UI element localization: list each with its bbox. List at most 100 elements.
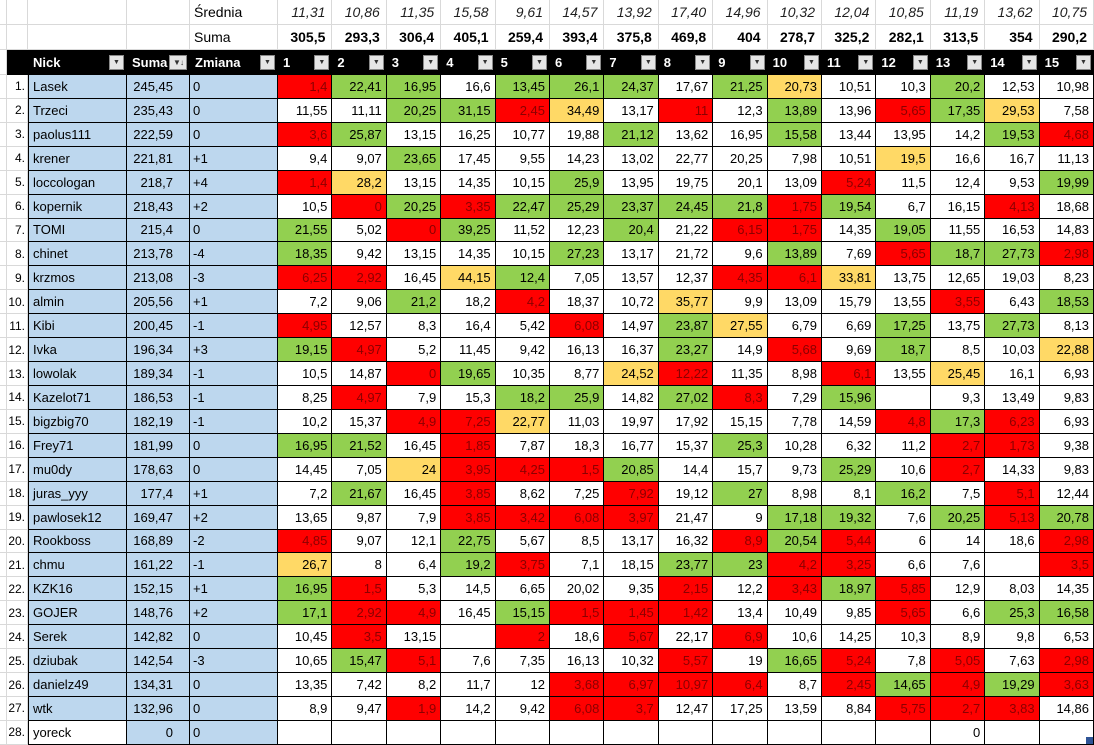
score-cell[interactable]: 16,6 — [930, 146, 986, 171]
zmiana-cell[interactable]: +2 — [190, 505, 278, 530]
score-cell[interactable]: 11,55 — [278, 98, 333, 123]
score-cell[interactable]: 16,45 — [386, 266, 442, 291]
score-cell[interactable]: 7,6 — [930, 553, 986, 578]
score-cell[interactable]: 3,6 — [278, 122, 333, 147]
score-cell[interactable]: 21,8 — [713, 194, 768, 219]
score-cell[interactable]: 8,84 — [822, 696, 877, 721]
column-header-round-9[interactable]: 9 ▼ — [713, 50, 768, 75]
score-cell[interactable]: 5,44 — [822, 529, 877, 554]
suma-cell[interactable]: 213,08 — [127, 266, 190, 291]
score-cell[interactable]: 24,52 — [604, 362, 659, 386]
score-cell[interactable]: 2,45 — [495, 98, 550, 123]
score-cell[interactable]: 7,25 — [441, 409, 496, 434]
suma-cell[interactable]: 178,63 — [127, 457, 190, 482]
rank-cell[interactable]: 8. — [7, 242, 28, 267]
score-cell[interactable]: 4,8 — [876, 409, 931, 434]
zmiana-cell[interactable]: 0 — [190, 625, 278, 650]
score-cell[interactable]: 8,23 — [1039, 266, 1094, 291]
score-cell[interactable]: 11,11 — [332, 98, 387, 123]
rank-cell[interactable]: 21. — [7, 553, 28, 578]
score-cell[interactable]: 5,13 — [985, 505, 1040, 530]
score-cell[interactable] — [278, 720, 333, 745]
score-cell[interactable]: 19,03 — [985, 266, 1040, 291]
rank-cell[interactable]: 12. — [7, 338, 28, 363]
suma-cell[interactable]: 196,34 — [127, 338, 190, 363]
score-cell[interactable]: 8,62 — [495, 481, 550, 506]
score-cell[interactable]: 9,6 — [713, 242, 768, 267]
nick-cell[interactable]: Rookboss — [28, 529, 127, 554]
score-cell[interactable]: 7,9 — [386, 385, 442, 410]
score-cell[interactable]: 16,32 — [658, 529, 714, 554]
sum-value[interactable]: 404 — [713, 25, 768, 50]
score-cell[interactable] — [985, 553, 1040, 578]
zmiana-cell[interactable]: -1 — [190, 362, 278, 386]
score-cell[interactable]: 25,87 — [332, 122, 387, 147]
average-value[interactable]: 11,35 — [386, 0, 442, 25]
score-cell[interactable]: 6,79 — [767, 314, 822, 339]
score-cell[interactable]: 14,5 — [441, 577, 496, 602]
zmiana-cell[interactable]: 0 — [190, 433, 278, 458]
suma-cell[interactable]: 218,7 — [127, 170, 190, 195]
score-cell[interactable]: 25,29 — [550, 194, 605, 219]
column-header-round-2[interactable]: 2 ▼ — [332, 50, 387, 75]
sum-value[interactable]: 405,1 — [441, 25, 496, 50]
score-cell[interactable]: 20,4 — [604, 218, 659, 243]
filter-button[interactable]: ▼ — [640, 55, 656, 70]
score-cell[interactable]: 16,1 — [985, 362, 1040, 386]
score-cell[interactable]: 13,45 — [495, 75, 550, 99]
score-cell[interactable]: 13,44 — [822, 122, 877, 147]
score-cell[interactable]: 10,5 — [278, 362, 333, 386]
score-cell[interactable]: 12,4 — [930, 170, 986, 195]
score-cell[interactable]: 21,55 — [278, 218, 333, 243]
score-cell[interactable]: 0 — [930, 720, 986, 745]
score-cell[interactable]: 16,45 — [441, 601, 496, 626]
score-cell[interactable]: 9,87 — [332, 505, 387, 530]
score-cell[interactable]: 19,15 — [278, 338, 333, 363]
sum-value[interactable]: 282,1 — [876, 25, 931, 50]
average-value[interactable]: 17,40 — [658, 0, 714, 25]
score-cell[interactable]: 8,3 — [713, 385, 768, 410]
score-cell[interactable]: 9,55 — [495, 146, 550, 171]
score-cell[interactable]: 12,2 — [713, 577, 768, 602]
score-cell[interactable]: 14,97 — [604, 314, 659, 339]
score-cell[interactable]: 10,72 — [604, 290, 659, 315]
score-cell[interactable]: 5,24 — [822, 649, 877, 674]
score-cell[interactable]: 9,8 — [985, 625, 1040, 650]
nick-cell[interactable]: dziubak — [28, 649, 127, 674]
score-cell[interactable]: 14,35 — [441, 170, 496, 195]
score-cell[interactable]: 5,57 — [658, 649, 714, 674]
score-cell[interactable]: 19,97 — [604, 409, 659, 434]
rank-cell[interactable]: 3. — [7, 122, 28, 147]
score-cell[interactable]: 9,42 — [332, 242, 387, 267]
score-cell[interactable] — [985, 720, 1040, 745]
column-header-round-8[interactable]: 8 ▼ — [658, 50, 714, 75]
score-cell[interactable]: 9,4 — [278, 146, 333, 171]
score-cell[interactable]: 20,25 — [386, 194, 442, 219]
score-cell[interactable]: 7,29 — [767, 385, 822, 410]
nick-cell[interactable]: Trzeci — [28, 98, 127, 123]
score-cell[interactable]: 6,08 — [550, 696, 605, 721]
filter-button[interactable]: ▼ — [477, 55, 493, 70]
filter-button[interactable]: ▼ — [912, 55, 928, 70]
score-cell[interactable]: 35,77 — [658, 290, 714, 315]
score-cell[interactable]: 21,47 — [658, 505, 714, 530]
column-header-round-4[interactable]: 4 ▼ — [441, 50, 496, 75]
score-cell[interactable]: 16,6 — [441, 75, 496, 99]
score-cell[interactable]: 12,65 — [930, 266, 986, 291]
nick-cell[interactable]: KZK16 — [28, 577, 127, 602]
score-cell[interactable]: 23,65 — [386, 146, 442, 171]
score-cell[interactable]: 10,5 — [278, 194, 333, 219]
score-cell[interactable]: 10,3 — [876, 625, 931, 650]
suma-cell[interactable]: 200,45 — [127, 314, 190, 339]
score-cell[interactable]: 19,65 — [441, 362, 496, 386]
score-cell[interactable] — [495, 720, 550, 745]
score-cell[interactable]: 11,2 — [876, 433, 931, 458]
score-cell[interactable]: 15,58 — [767, 122, 822, 147]
score-cell[interactable]: 0 — [332, 194, 387, 219]
score-cell[interactable]: 3,55 — [930, 290, 986, 315]
sum-value[interactable]: 259,4 — [495, 25, 550, 50]
score-cell[interactable]: 19,5 — [876, 146, 931, 171]
score-cell[interactable]: 24,37 — [604, 75, 659, 99]
score-cell[interactable]: 7,92 — [604, 481, 659, 506]
score-cell[interactable]: 18,6 — [550, 625, 605, 650]
